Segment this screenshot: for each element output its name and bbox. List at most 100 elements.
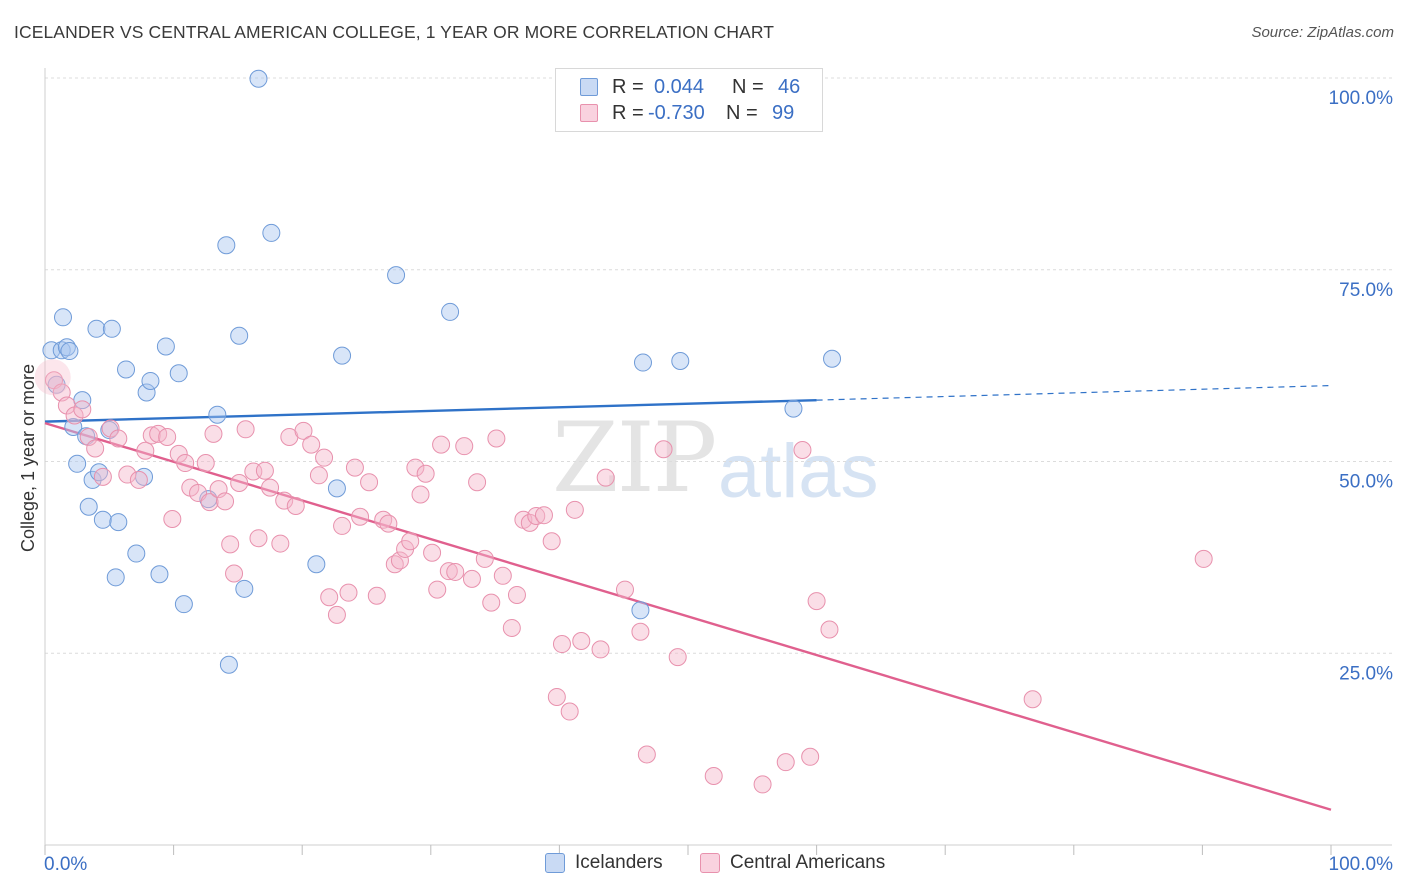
central-american-point bbox=[118, 465, 137, 484]
central-american-point bbox=[379, 514, 398, 533]
central-american-point bbox=[309, 466, 328, 485]
central-american-point bbox=[439, 562, 458, 581]
icelander-point bbox=[127, 544, 146, 563]
points-layer bbox=[34, 69, 1213, 794]
central-american-point bbox=[507, 585, 526, 604]
legend-r-value: -0.730 bbox=[648, 101, 705, 124]
icelander-point bbox=[64, 417, 83, 436]
legend-swatch-icelanders bbox=[580, 78, 598, 96]
legend-label-central-americans: Central Americans bbox=[730, 852, 886, 873]
central-american-point bbox=[793, 440, 812, 459]
icelander-point bbox=[93, 510, 112, 529]
central-american-point bbox=[401, 532, 420, 551]
central-american-point bbox=[534, 506, 553, 525]
central-american-point bbox=[406, 458, 425, 477]
central-american-point bbox=[73, 400, 92, 419]
legend-label-icelanders: Icelanders bbox=[575, 852, 663, 873]
source-label: Source: ZipAtlas.com bbox=[1251, 24, 1394, 41]
icelander-point bbox=[174, 595, 193, 614]
central-american-trend-line bbox=[44, 422, 1332, 811]
central-american-point bbox=[572, 631, 591, 650]
central-american-point bbox=[142, 426, 161, 445]
central-american-point bbox=[204, 424, 223, 443]
legend-r-value: 0.044 bbox=[654, 75, 705, 98]
watermark-atlas: atlas bbox=[718, 429, 879, 514]
legend-n-label: N = bbox=[732, 75, 764, 98]
central-american-point bbox=[502, 618, 521, 637]
icelander-point bbox=[387, 266, 406, 285]
y-tick-label: 100.0% bbox=[1329, 88, 1394, 109]
central-american-point bbox=[446, 562, 465, 581]
chart-title: ICELANDER VS CENTRAL AMERICAN COLLEGE, 1… bbox=[14, 22, 775, 42]
central-american-point bbox=[286, 496, 305, 515]
central-american-point bbox=[230, 473, 249, 492]
icelander-point bbox=[217, 236, 236, 255]
central-american-point bbox=[169, 444, 188, 463]
icelander-point bbox=[169, 364, 188, 383]
central-american-point bbox=[390, 551, 409, 570]
central-american-point bbox=[249, 529, 268, 548]
icelander-point bbox=[633, 353, 652, 372]
central-american-point bbox=[109, 429, 128, 448]
icelander-point bbox=[156, 337, 175, 356]
central-american-point bbox=[1023, 690, 1042, 709]
central-american-point bbox=[176, 454, 195, 473]
legend-swatch-central-americans bbox=[580, 104, 598, 122]
icelander-point bbox=[235, 579, 254, 598]
legend-item-icelanders[interactable]: Icelanders bbox=[545, 852, 663, 874]
legend-row-icelanders: R = 0.044 N = 46 bbox=[580, 74, 800, 100]
icelander-point bbox=[117, 360, 136, 379]
central-american-point bbox=[360, 473, 379, 492]
icelander-trend-line bbox=[44, 398, 817, 423]
icelander-point bbox=[87, 319, 106, 338]
icelander-point bbox=[784, 399, 803, 418]
central-american-point bbox=[79, 427, 98, 446]
central-american-point bbox=[271, 534, 290, 553]
central-american-point bbox=[101, 419, 120, 438]
icelander-point bbox=[219, 655, 238, 674]
icelander-point bbox=[60, 342, 79, 361]
icelander-point bbox=[327, 479, 346, 498]
icelander-point bbox=[307, 555, 326, 574]
central-american-point bbox=[615, 580, 634, 599]
central-american-point bbox=[565, 500, 584, 519]
central-american-point bbox=[196, 454, 215, 473]
legend-item-central-americans[interactable]: Central Americans bbox=[700, 852, 885, 874]
central-american-point bbox=[351, 507, 370, 526]
icelander-point bbox=[208, 405, 227, 424]
x-tick-label: 0.0% bbox=[44, 854, 87, 875]
central-american-point bbox=[339, 583, 358, 602]
central-american-point bbox=[261, 478, 280, 497]
central-american-point bbox=[596, 468, 615, 487]
central-american-point bbox=[482, 593, 501, 612]
icelander-point bbox=[102, 319, 121, 338]
central-american-point bbox=[93, 467, 112, 486]
icelander-point bbox=[249, 69, 268, 88]
central-american-point bbox=[315, 448, 334, 467]
central-american-point bbox=[236, 420, 255, 439]
icelander-point bbox=[441, 302, 460, 321]
central-american-point bbox=[552, 635, 571, 654]
central-american-point bbox=[320, 588, 339, 607]
central-american-point bbox=[520, 513, 539, 532]
central-american-point bbox=[591, 640, 610, 659]
central-american-point bbox=[200, 493, 219, 512]
icelander-point bbox=[230, 326, 249, 345]
central-american-point bbox=[367, 586, 386, 605]
icelander-point bbox=[42, 341, 61, 360]
central-american-point bbox=[302, 435, 321, 454]
legend-row-central-americans: R = -0.730 N = 99 bbox=[580, 100, 794, 126]
icelander-trend-line-extension bbox=[816, 384, 1332, 401]
correlation-legend: R = 0.044 N = 46 R = -0.730 N = 99 bbox=[555, 68, 823, 132]
icelander-point bbox=[333, 346, 352, 365]
grid-layer bbox=[45, 77, 1392, 654]
central-american-point bbox=[820, 620, 839, 639]
icelander-point bbox=[54, 308, 73, 327]
y-tick-label: 50.0% bbox=[1339, 472, 1393, 493]
icelander-point bbox=[83, 470, 102, 489]
central-american-point bbox=[753, 775, 772, 794]
central-american-point bbox=[807, 592, 826, 611]
y-tick-label: 25.0% bbox=[1339, 663, 1393, 684]
central-american-cluster bbox=[34, 359, 71, 396]
